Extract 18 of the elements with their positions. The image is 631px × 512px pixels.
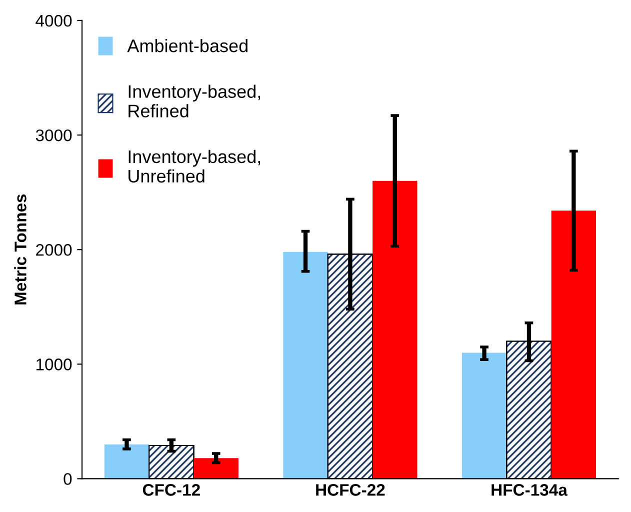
x-tick-label: CFC-12 — [142, 484, 200, 496]
y-tick-label: 1000 — [36, 358, 72, 370]
y-tick-label: 2000 — [36, 244, 72, 256]
bar — [372, 180, 418, 479]
x-tick-label: HCFC-22 — [316, 484, 385, 496]
bar — [462, 352, 507, 479]
y-tick-label: 4000 — [36, 14, 72, 27]
bar — [283, 252, 328, 479]
bar — [104, 444, 150, 479]
y-tick-label: 0 — [64, 473, 72, 485]
x-tick-label: HFC-134a — [492, 484, 568, 496]
bar — [551, 210, 596, 479]
legend-label: Inventory-based, Refined — [128, 84, 260, 118]
legend-label: Inventory-based, Unrefined — [128, 150, 260, 183]
y-axis-title: Metric Tonnes — [14, 194, 26, 304]
y-tick-label: 3000 — [36, 129, 72, 142]
legend-label: Ambient-based — [127, 38, 248, 52]
bar — [194, 458, 238, 479]
